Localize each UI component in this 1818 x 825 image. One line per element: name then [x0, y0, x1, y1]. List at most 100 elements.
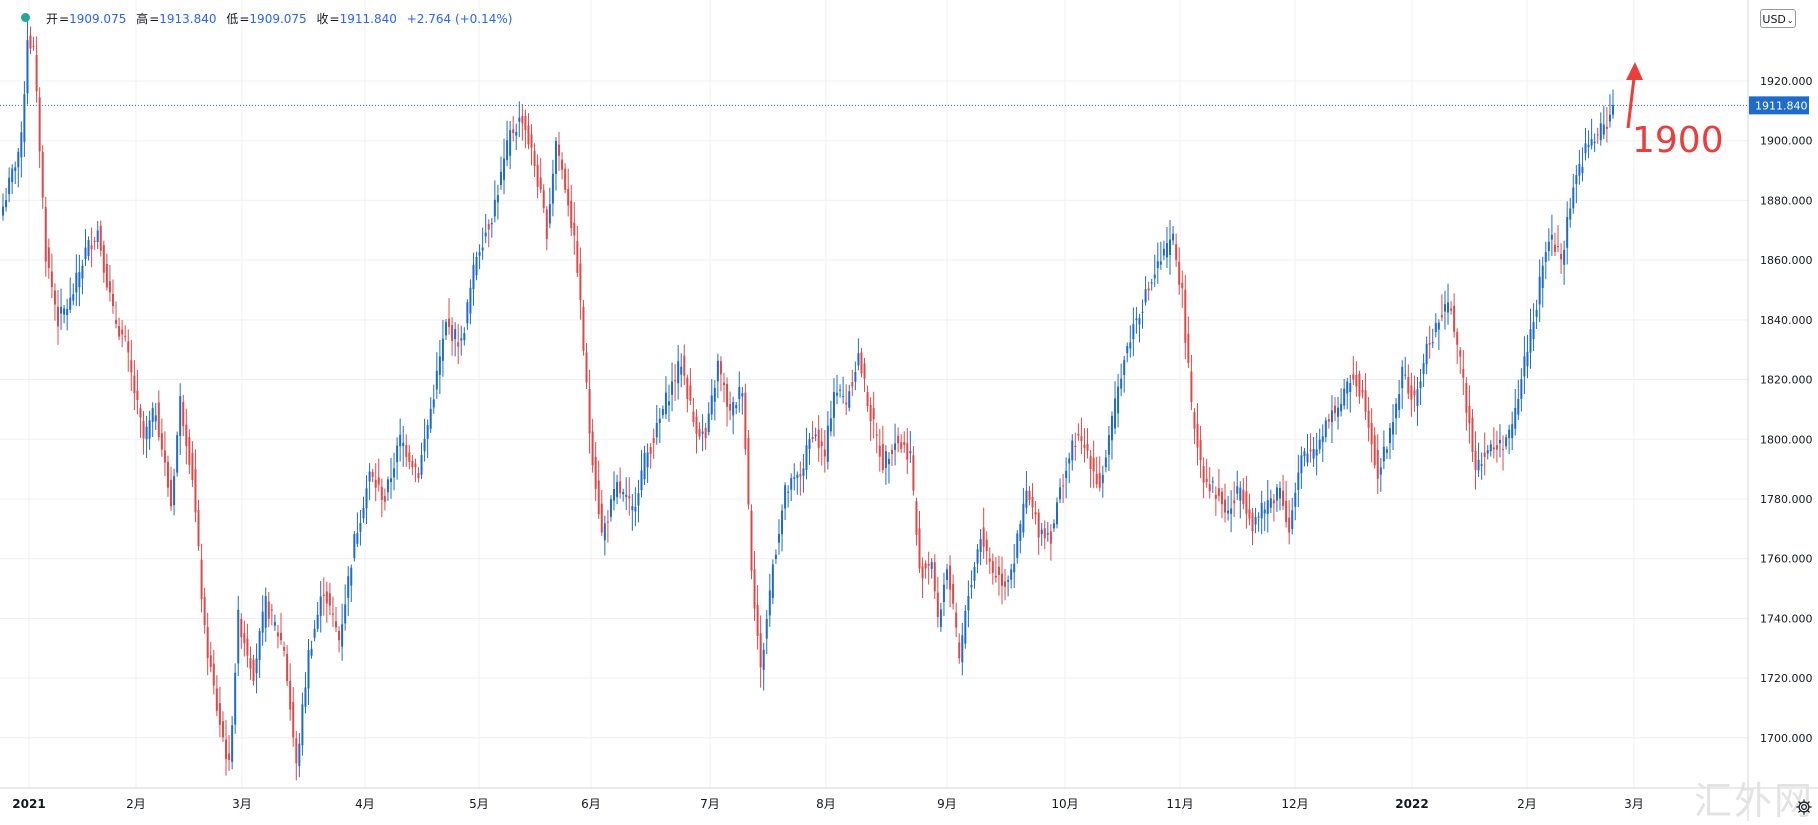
candle-body: [1263, 509, 1266, 514]
candle-body: [878, 445, 881, 457]
candle-body: [432, 399, 435, 408]
candle-body: [371, 472, 374, 477]
candle-body: [108, 281, 111, 293]
candle-body: [1181, 282, 1184, 289]
candle-body: [936, 592, 939, 618]
candle-body: [1346, 381, 1349, 394]
candle-body: [11, 168, 14, 183]
candle-body: [1327, 419, 1330, 422]
candle-body: [1083, 444, 1086, 448]
candle-body: [1505, 437, 1508, 447]
candle-body: [1340, 404, 1343, 412]
candle-body: [1502, 449, 1505, 451]
candle-body: [1080, 436, 1083, 442]
y-tick-label: 1880.000: [1760, 194, 1813, 207]
candle-body: [350, 567, 353, 586]
candle-body: [857, 353, 860, 366]
candle-body: [1330, 410, 1333, 423]
candle-body: [448, 318, 451, 327]
candle-body: [115, 320, 118, 324]
annotation-arrow-shaft: [1626, 77, 1636, 129]
candle-body: [111, 293, 114, 307]
candle-body: [5, 200, 8, 208]
candle-body: [1275, 487, 1278, 501]
candle-body: [1309, 449, 1312, 452]
candle-body: [273, 622, 276, 626]
candle-body: [240, 618, 243, 638]
candle-body: [909, 451, 912, 454]
currency-selector[interactable]: USD⌄: [1760, 9, 1796, 28]
candle-body: [1358, 373, 1361, 397]
candle-body: [735, 405, 738, 409]
candle-body: [680, 366, 683, 375]
candle-body: [53, 290, 56, 305]
candle-body: [799, 474, 802, 477]
candle-body: [124, 335, 127, 337]
candle-body: [200, 559, 203, 599]
candle-body: [545, 209, 548, 239]
candle-body: [1007, 580, 1010, 582]
candle-body: [1062, 485, 1065, 487]
candle-body: [1193, 412, 1196, 429]
candle-body: [344, 604, 347, 624]
settings-gear-icon[interactable]: [1795, 798, 1813, 816]
candle-body: [182, 401, 185, 427]
candle-body: [1059, 487, 1062, 500]
candle-body: [530, 134, 533, 148]
candle-body: [726, 383, 729, 407]
candle-body: [44, 207, 47, 262]
candle-body: [860, 352, 863, 374]
candle-body: [921, 566, 924, 579]
candle-body: [582, 306, 585, 351]
candle-body: [1000, 573, 1003, 586]
candle-body: [319, 596, 322, 616]
candle-body: [1404, 374, 1407, 376]
candle-body: [1120, 378, 1123, 389]
candle-body: [1468, 405, 1471, 424]
candle-body: [1416, 389, 1419, 406]
candle-body: [1098, 473, 1101, 488]
candle-body: [884, 451, 887, 468]
change-percent: (+0.14%): [454, 12, 513, 26]
candle-body: [1456, 331, 1459, 345]
candle-body: [784, 485, 787, 509]
candle-body: [56, 306, 59, 327]
candle-body: [29, 35, 32, 49]
candle-body: [176, 435, 179, 473]
x-tick-label: 4月: [355, 797, 375, 811]
x-tick-label: 2月: [1517, 797, 1537, 811]
candle-body: [564, 168, 567, 190]
candle-body: [652, 438, 655, 443]
candle-body: [1566, 217, 1569, 248]
candle-body: [722, 382, 725, 386]
candle-body: [958, 642, 961, 659]
candle-body: [863, 363, 866, 379]
candle-body: [1233, 500, 1236, 504]
candle-body: [918, 528, 921, 569]
candle-body: [75, 272, 78, 293]
candle-body: [719, 361, 722, 375]
candle-body: [512, 129, 515, 134]
candle-body: [154, 415, 157, 422]
candle-body: [1550, 234, 1553, 240]
candle-body: [1352, 374, 1355, 380]
candle-body: [1132, 324, 1135, 340]
candle-body: [933, 562, 936, 592]
candle-body: [1202, 466, 1205, 483]
candle-body: [994, 575, 997, 578]
candle-body: [1107, 435, 1110, 455]
candle-body: [988, 558, 991, 562]
candle-body: [264, 596, 267, 628]
candle-body: [677, 361, 680, 384]
chevron-down-icon: ⌄: [1786, 16, 1794, 25]
candle-body: [136, 390, 139, 400]
candle-body: [1602, 124, 1605, 135]
candle-body: [1257, 516, 1260, 518]
candle-body: [1419, 381, 1422, 389]
candle-body: [1306, 453, 1309, 463]
candle-body: [848, 391, 851, 408]
candle-body: [1538, 276, 1541, 305]
close-label: 收: [316, 12, 329, 26]
